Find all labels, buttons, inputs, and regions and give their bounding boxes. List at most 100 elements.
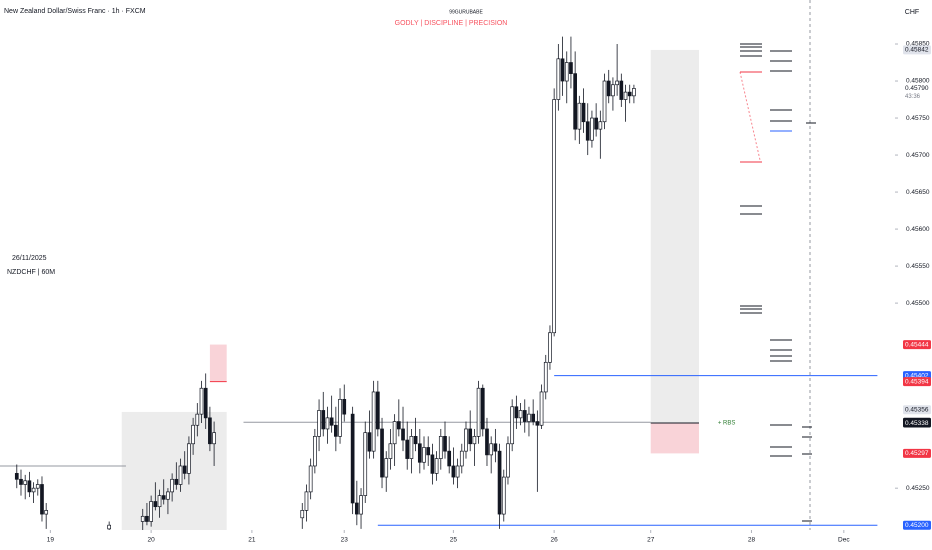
candle-body <box>35 484 40 489</box>
price-tag <box>903 520 931 530</box>
candle-body <box>384 458 389 478</box>
x-tick-label: 25 <box>450 537 458 544</box>
candle-body <box>308 465 313 493</box>
candle-body <box>581 102 586 123</box>
candle-body <box>514 406 519 419</box>
candle-body <box>430 454 435 474</box>
candle-body <box>187 443 191 474</box>
candle-body <box>560 58 565 82</box>
candle-body <box>485 428 489 456</box>
x-tick-label: 27 <box>647 537 655 544</box>
candle-body <box>476 387 481 437</box>
price-tag <box>903 45 931 55</box>
candle-body <box>623 91 628 100</box>
x-tick-label: 26 <box>551 537 559 544</box>
candle-body <box>27 480 32 493</box>
candle-body <box>354 502 359 515</box>
price-tag-label: 0.45338 <box>905 420 929 427</box>
candle-body <box>438 436 443 459</box>
price-tag-label: 0.45402 <box>905 372 929 379</box>
x-tick-label: Dec <box>838 537 850 544</box>
candle-body <box>405 439 410 459</box>
x-tick-label: 23 <box>341 537 349 544</box>
candle-body <box>19 478 23 485</box>
candle-body <box>447 450 452 467</box>
candle-body <box>611 84 615 97</box>
candle-body <box>417 443 422 463</box>
x-tick-label: 19 <box>47 537 55 544</box>
candle-body <box>443 436 447 452</box>
candle-body <box>480 387 485 430</box>
price-tag-label: 0.45297 <box>905 450 929 457</box>
candle-body <box>350 413 355 504</box>
candle-body <box>493 443 498 452</box>
price-tag <box>903 377 931 387</box>
levels: + RBS <box>0 375 878 526</box>
chart-title: New Zealand Dollar/Swiss Franc · 1h · FX… <box>4 8 146 15</box>
candle-body <box>401 428 405 441</box>
candle-body <box>518 410 523 419</box>
candle-body <box>23 480 28 485</box>
candle-body <box>149 501 153 522</box>
drawing-marks <box>739 0 816 530</box>
candle-body <box>497 450 502 515</box>
candle-body <box>506 443 510 478</box>
candle-body <box>333 424 338 437</box>
candle-body <box>564 62 569 82</box>
candle-body <box>191 424 195 445</box>
candle-body <box>459 450 464 467</box>
candle-body <box>527 413 531 422</box>
dashed-diagonal <box>739 71 761 161</box>
countdown: 43:36 <box>905 94 921 100</box>
candle-body <box>590 117 594 141</box>
candle-body <box>510 406 515 445</box>
candle-body <box>606 80 611 97</box>
candle-body <box>573 73 577 130</box>
candle-body <box>380 428 384 478</box>
candle-body <box>434 458 439 474</box>
candle-body <box>203 387 208 419</box>
zone <box>209 344 227 382</box>
candle-body <box>598 121 603 130</box>
candle-body <box>539 391 544 426</box>
candle-body <box>392 421 397 445</box>
tagline: GODLY | DISCIPLINE | PRECISION <box>395 20 508 27</box>
x-tick-label: 20 <box>148 537 156 544</box>
candle-body <box>552 99 557 334</box>
annotation: + RBS <box>718 421 736 427</box>
candle-body <box>585 121 590 141</box>
candle-body <box>422 447 426 463</box>
candle-body <box>300 510 305 519</box>
zone <box>650 423 699 454</box>
candle-body <box>531 413 536 422</box>
y-tick-label: 0.45750 <box>906 115 930 122</box>
candle-body <box>409 436 414 459</box>
candle-body <box>426 447 431 456</box>
candle-body <box>40 484 44 515</box>
candle-body <box>556 58 561 100</box>
candle-body <box>535 421 540 426</box>
candle-body <box>615 80 619 86</box>
candle-body <box>594 117 598 130</box>
candle-body <box>472 436 477 445</box>
candle-body <box>338 398 342 437</box>
candle-body <box>317 410 321 437</box>
candle-body <box>44 510 49 515</box>
candle-body <box>451 465 456 478</box>
candle-body <box>569 62 573 74</box>
candle-body <box>371 391 376 452</box>
price-tag-label: 0.45790 <box>905 85 929 92</box>
candle-body <box>31 487 36 493</box>
candle-body <box>313 436 317 467</box>
y-tick-label: 0.45500 <box>906 300 930 307</box>
y-tick-label: 0.45650 <box>906 189 930 196</box>
y-tick-label: 0.45550 <box>906 263 930 270</box>
candle-body <box>174 478 179 485</box>
candle-body <box>413 436 418 445</box>
candle-body <box>627 91 632 97</box>
candle-body <box>543 361 548 393</box>
y-tick-label: 0.45800 <box>906 78 930 85</box>
author: 99GURUBABE <box>449 9 483 15</box>
candle-body <box>325 417 330 430</box>
